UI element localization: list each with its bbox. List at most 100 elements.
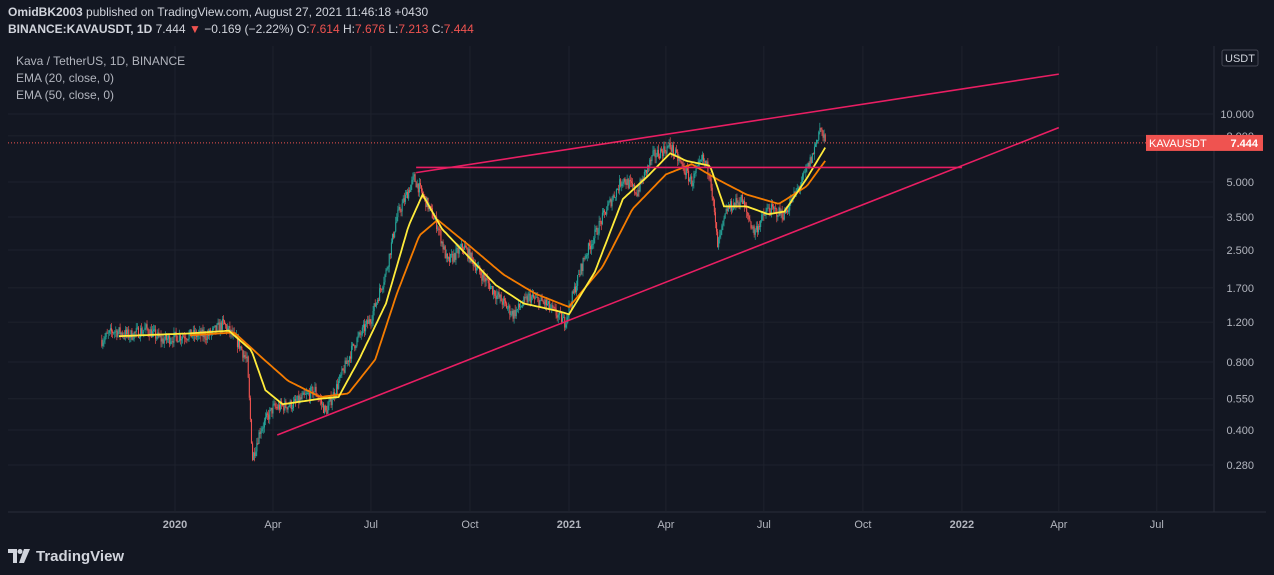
- candle-body: [156, 337, 158, 339]
- candle-body: [439, 229, 441, 231]
- candle-body: [548, 301, 550, 304]
- candle-body: [675, 149, 677, 155]
- candle-body: [539, 300, 541, 307]
- candle-body: [558, 311, 560, 315]
- candle-body: [820, 128, 822, 130]
- candle-body: [311, 387, 313, 388]
- candle-body: [366, 320, 368, 325]
- candle-body: [106, 332, 108, 334]
- candle-body: [421, 185, 423, 192]
- candle-body: [728, 206, 730, 209]
- candle-body: [754, 229, 756, 235]
- candle-body: [715, 222, 718, 232]
- candle-body: [719, 235, 721, 238]
- candle-body: [527, 295, 529, 303]
- candle-body: [241, 346, 243, 351]
- candle-body: [824, 134, 826, 142]
- candle-body: [407, 191, 409, 199]
- candle-body: [571, 291, 573, 307]
- candle-body: [473, 264, 475, 266]
- candle-body: [588, 243, 591, 246]
- candle-body: [770, 204, 772, 215]
- candle-body: [693, 173, 695, 184]
- candle-body: [624, 178, 626, 183]
- candle-body: [168, 335, 170, 339]
- candle-body: [750, 221, 752, 228]
- candle-body: [258, 432, 260, 444]
- candle-body: [592, 244, 594, 245]
- candle-body: [109, 328, 112, 331]
- candle-body: [108, 330, 110, 333]
- candle-body: [811, 153, 813, 163]
- tradingview-wordmark: TradingView: [36, 547, 125, 565]
- candle-body: [449, 257, 451, 263]
- candle-body: [254, 452, 256, 457]
- candle-body: [762, 213, 764, 215]
- candle-body: [613, 195, 615, 198]
- candle-body: [204, 332, 206, 339]
- candle-body: [397, 209, 399, 217]
- candle-body: [270, 407, 272, 410]
- candle-body: [130, 330, 132, 338]
- candle-body: [256, 443, 258, 452]
- candle-body: [623, 178, 625, 182]
- candle-body: [703, 154, 705, 162]
- candle-body: [152, 329, 155, 332]
- candle-body: [805, 168, 807, 172]
- candle-body: [821, 129, 823, 131]
- candle-body: [339, 375, 341, 381]
- candle-body: [403, 198, 405, 202]
- candle-body: [633, 184, 635, 187]
- candle-body: [740, 194, 742, 202]
- candle-body: [714, 212, 717, 223]
- candle-body: [347, 360, 349, 362]
- candle-body: [458, 247, 460, 254]
- candle-body: [597, 233, 599, 235]
- publish-line: OmidBK2003 published on TradingView.com,…: [8, 4, 474, 21]
- price-chart[interactable]: 10.0008.0005.0003.5002.5001.7001.2000.80…: [8, 46, 1266, 535]
- tradingview-logo[interactable]: TradingView: [8, 544, 124, 568]
- candle-body: [517, 303, 520, 309]
- candle-body: [661, 149, 663, 151]
- candle-body: [509, 305, 511, 315]
- candle-body: [488, 283, 490, 290]
- candle-body: [243, 355, 245, 358]
- candle-body: [399, 206, 401, 212]
- candle-body: [781, 210, 783, 218]
- candle-body: [670, 147, 672, 152]
- candle-body: [309, 392, 311, 400]
- candle-body: [504, 300, 507, 304]
- candle-body: [454, 253, 456, 260]
- candle-body: [119, 327, 121, 335]
- candle-body: [812, 153, 814, 155]
- candle-body: [492, 286, 494, 295]
- candle-body: [643, 171, 645, 181]
- candle-body: [345, 360, 347, 364]
- published-text: published on TradingView.com, August 27,…: [86, 5, 429, 19]
- candle-body: [818, 132, 820, 140]
- candle-body: [146, 324, 148, 329]
- candle-body: [810, 157, 812, 163]
- open-label: O:: [296, 22, 310, 36]
- candle-body: [705, 160, 707, 165]
- y-tick-label: 3.500: [1226, 212, 1254, 224]
- candle-body: [287, 406, 289, 410]
- candle-body: [671, 145, 673, 152]
- candle-body: [615, 189, 617, 198]
- candle-body: [567, 314, 569, 318]
- candle-body: [255, 451, 257, 457]
- candle-body: [495, 295, 497, 300]
- candle-body: [734, 203, 736, 206]
- candle-body: [299, 397, 301, 403]
- candle-body: [136, 327, 138, 329]
- symbol-label: BINANCE:KAVAUSDT, 1D: [8, 22, 153, 36]
- candle-body: [252, 443, 254, 460]
- candle-body: [502, 298, 504, 305]
- candle-body: [401, 203, 403, 212]
- candle-body: [663, 146, 665, 157]
- candle-body: [602, 210, 605, 213]
- author-name[interactable]: OmidBK2003: [8, 5, 83, 19]
- candle-body: [325, 405, 327, 411]
- candle-body: [727, 206, 729, 211]
- candle-body: [165, 334, 167, 340]
